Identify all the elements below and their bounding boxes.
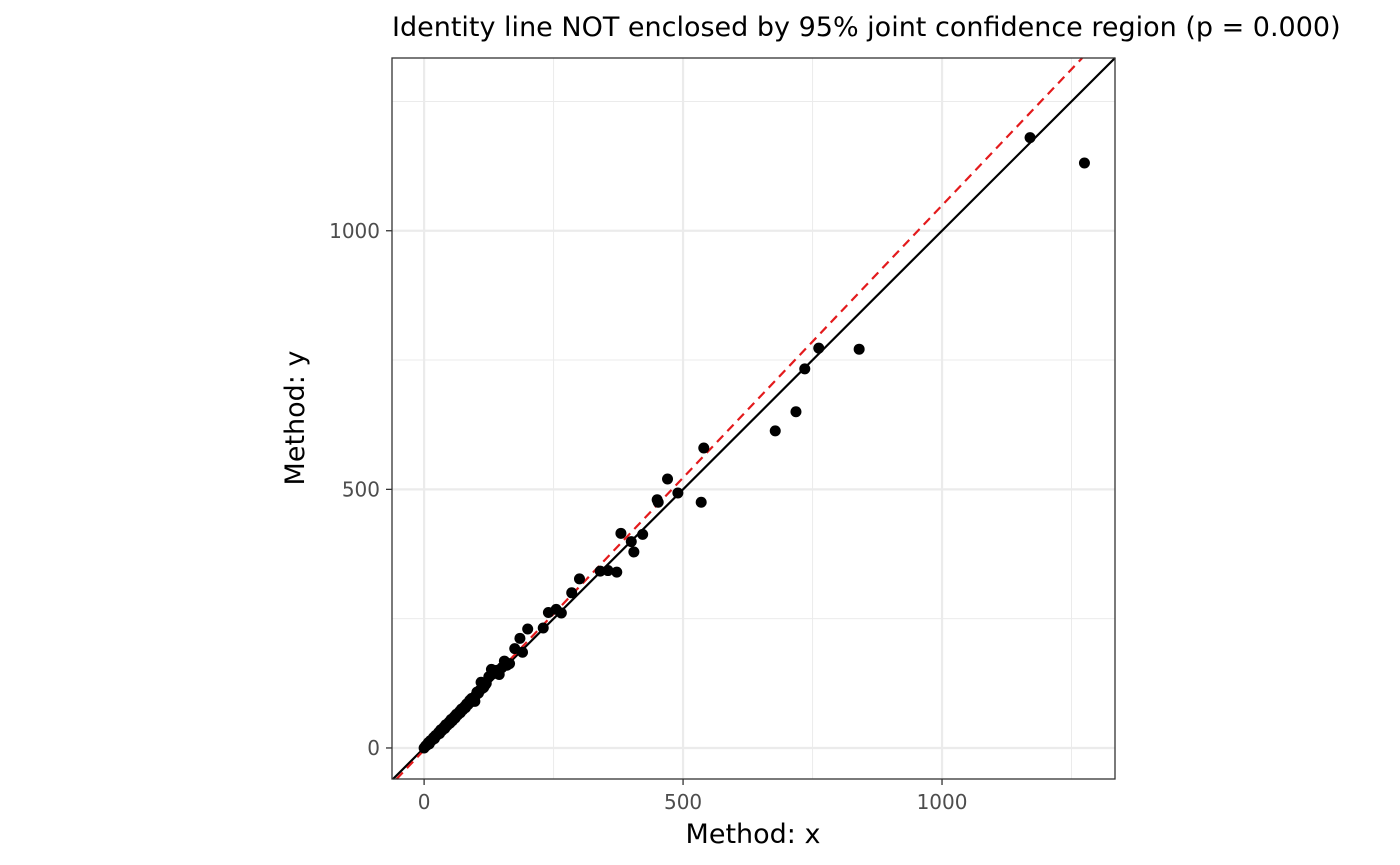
data-point [504, 658, 516, 670]
x-axis-title: Method: x [686, 819, 821, 850]
x-tick-label: 500 [664, 790, 702, 814]
data-point [813, 342, 825, 354]
data-point [799, 363, 811, 375]
identity-line [392, 57, 1116, 780]
data-point [615, 527, 627, 539]
data-point [514, 632, 526, 644]
data-point [517, 646, 529, 658]
minor-gridlines [392, 58, 1115, 779]
y-axis: 0 500 1000 [329, 219, 392, 760]
chart-title: Identity line NOT enclosed by 95% joint … [392, 12, 1341, 43]
data-point [698, 442, 710, 454]
data-point [853, 343, 865, 355]
data-point [695, 496, 707, 508]
data-point [1078, 157, 1090, 169]
data-point [625, 536, 637, 548]
data-point [1024, 132, 1036, 144]
x-tick-label: 0 [418, 790, 431, 814]
y-tick-label: 1000 [329, 219, 380, 243]
data-point [652, 496, 664, 508]
data-point [672, 487, 684, 499]
data-points [418, 132, 1090, 754]
y-axis-title: Method: y [280, 351, 311, 486]
data-point [662, 473, 674, 485]
data-point [628, 546, 640, 558]
data-point [522, 623, 534, 635]
data-point [769, 425, 781, 437]
data-point [637, 528, 649, 540]
major-gridlines [392, 58, 1115, 779]
data-point [537, 622, 549, 634]
data-point [555, 607, 567, 619]
y-tick-label: 0 [367, 736, 380, 760]
x-tick-label: 1000 [917, 790, 968, 814]
data-point [566, 587, 578, 599]
data-point [611, 566, 623, 578]
panel-border [391, 57, 1116, 780]
data-point [573, 573, 585, 585]
data-point [790, 406, 802, 418]
data-point [602, 565, 614, 577]
y-tick-label: 500 [342, 477, 380, 501]
x-axis: 0 500 1000 [418, 779, 968, 814]
